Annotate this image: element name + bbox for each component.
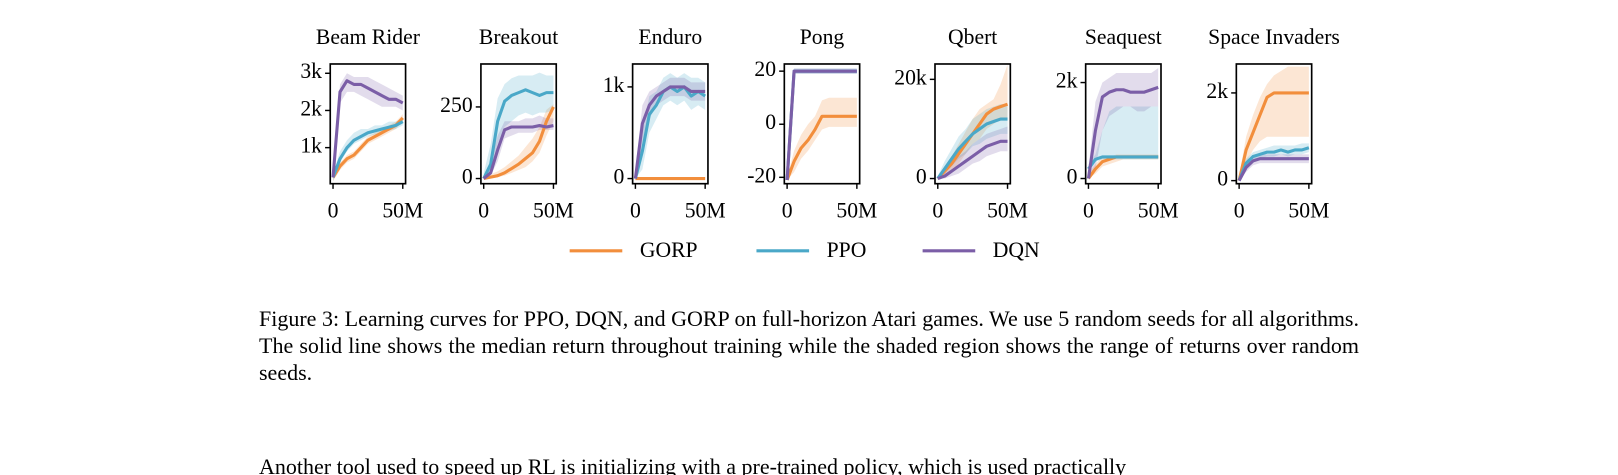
legend-label: GORP <box>640 238 698 262</box>
subplot-title: Breakout <box>479 25 558 49</box>
median-line <box>482 124 554 180</box>
body-text: Another tool used to speed up RL is init… <box>259 454 1127 475</box>
y-tick-label: 0 <box>765 110 776 134</box>
y-tick-label: 20k <box>894 65 927 89</box>
x-tick-label: 0 <box>630 199 641 223</box>
y-tick-label: 2k <box>300 96 322 120</box>
figure-group: Beam Rider 1k 2k 3k 0 50M Breakout 0 250 0 50M Endu… <box>300 25 1340 262</box>
x-tick-label: 50M <box>836 199 877 223</box>
range-band <box>1239 143 1309 181</box>
range-band <box>333 73 403 182</box>
median-line <box>1087 155 1159 170</box>
y-tick-label: 2k <box>1056 69 1078 93</box>
median-line <box>1086 85 1159 179</box>
y-tick-label: 0 <box>1067 164 1078 188</box>
median-line <box>633 85 706 179</box>
subplot-title: Enduro <box>638 25 702 49</box>
axes-frame <box>631 63 709 185</box>
x-tick-label: 50M <box>533 199 574 223</box>
y-tick-label: 0 <box>462 165 473 189</box>
x-tick-label: 0 <box>328 199 339 223</box>
subplot-title: Pong <box>800 25 845 49</box>
axes-frame <box>1084 63 1162 185</box>
subplot-title: Seaquest <box>1085 25 1162 49</box>
range-band <box>483 72 554 179</box>
x-tick-label: 0 <box>478 199 489 223</box>
range-band <box>937 126 1008 179</box>
range-band <box>1239 66 1309 181</box>
x-tick-label: 0 <box>1234 199 1245 223</box>
median-line <box>483 106 555 181</box>
median-line <box>331 79 404 178</box>
y-tick-label: 0 <box>1217 167 1228 191</box>
x-tick-label: 50M <box>382 199 423 223</box>
x-tick-label: 50M <box>685 199 726 223</box>
range-band <box>483 115 554 179</box>
subplot-title: Qbert <box>948 25 997 49</box>
caption: Figure 3: Learning curves for PPO, DQN, … <box>259 306 1359 385</box>
axes-frame <box>934 63 1012 185</box>
figure: Beam Rider 1k 2k 3k 0 50M Breakout 0 250 0 50M Endu… <box>300 25 1340 262</box>
median-line <box>331 120 404 178</box>
axes-frame <box>329 63 407 185</box>
range-band <box>787 97 857 180</box>
y-tick-label: 0 <box>614 165 625 189</box>
y-tick-label: 250 <box>440 93 472 117</box>
axes-frame <box>480 63 558 185</box>
x-tick-label: 0 <box>1083 199 1094 223</box>
subplot-title: Beam Rider <box>316 25 421 49</box>
y-tick-label: 2k <box>1206 79 1228 103</box>
legend-label: DQN <box>993 238 1040 262</box>
median-line <box>785 114 857 181</box>
subplot-title: Space Invaders <box>1208 25 1340 49</box>
x-tick-label: 50M <box>987 199 1028 223</box>
median-line <box>785 69 857 181</box>
y-tick-label: 1k <box>300 134 322 158</box>
x-tick-label: 0 <box>932 199 943 223</box>
y-tick-label: 3k <box>300 59 322 83</box>
legend-label: PPO <box>827 238 867 262</box>
x-tick-label: 50M <box>1288 199 1329 223</box>
median-line <box>936 117 1008 180</box>
median-line <box>1237 157 1309 182</box>
y-tick-label: 20 <box>754 57 776 81</box>
median-line <box>1237 91 1309 181</box>
median-line <box>482 88 554 180</box>
axes-frame <box>1235 63 1313 185</box>
y-tick-label: -20 <box>747 163 776 187</box>
median-line <box>1237 146 1310 182</box>
y-tick-label: 1k <box>603 73 625 97</box>
median-line <box>937 139 1008 180</box>
y-tick-label: 0 <box>916 165 927 189</box>
x-tick-label: 50M <box>1138 199 1179 223</box>
range-band <box>1088 106 1159 172</box>
x-tick-label: 0 <box>782 199 793 223</box>
range-band <box>937 64 1008 179</box>
